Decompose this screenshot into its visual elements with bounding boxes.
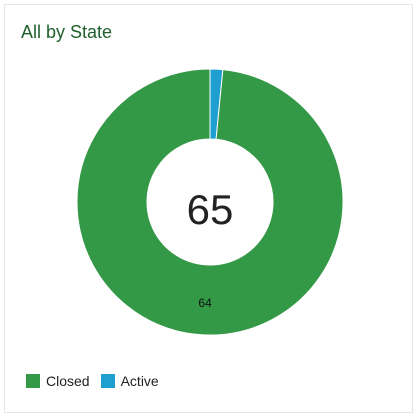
legend: Closed Active <box>26 373 170 389</box>
widget-title: All by State <box>21 22 113 42</box>
legend-label-closed: Closed <box>46 373 90 389</box>
slice-label-closed: 64 <box>198 296 212 310</box>
donut-slice-closed[interactable] <box>76 68 344 336</box>
total-count: 65 <box>187 186 234 233</box>
donut-chart: 65 64 <box>76 68 344 336</box>
donut-slices <box>76 68 344 336</box>
legend-swatch-closed <box>26 374 40 388</box>
legend-swatch-active <box>100 374 115 388</box>
slice-data-labels: 64 <box>198 296 212 310</box>
legend-item-closed[interactable]: Closed <box>26 373 90 389</box>
legend-label-active: Active <box>120 373 159 389</box>
chart-widget: All by State 65 64 Closed Active <box>4 4 413 413</box>
legend-item-active[interactable]: Active <box>100 373 159 389</box>
